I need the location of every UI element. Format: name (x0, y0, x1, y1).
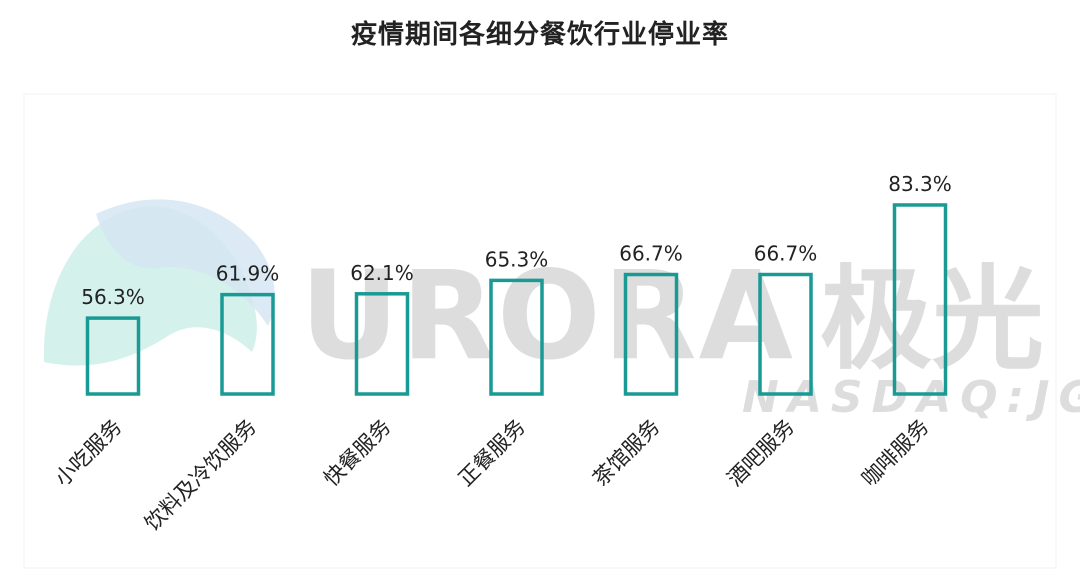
bar-7 (892, 203, 948, 396)
data-label-1: 56.3% (81, 285, 145, 309)
data-label-7: 83.3% (888, 172, 952, 196)
category-label-6: 酒吧服务 (723, 415, 799, 491)
data-label-2: 61.9% (216, 262, 280, 286)
bar-6 (758, 272, 813, 396)
bar-3 (354, 292, 410, 396)
chart-title: 疫情期间各细分餐饮行业停业率 (350, 20, 729, 50)
category-labels-layer: 小吃服务 饮料及冷饮服务 快餐服务 正餐服务 茶馆服务 酒吧服务 咖啡服务 (50, 415, 933, 536)
category-label-3: 快餐服务 (319, 415, 395, 491)
bar-5 (623, 272, 679, 396)
category-label-5: 茶馆服务 (588, 415, 664, 491)
bar-2 (220, 292, 275, 396)
bars-layer (85, 203, 948, 396)
watermark-brand-latin: URORA (300, 245, 795, 387)
category-label-1: 小吃服务 (50, 415, 126, 491)
data-label-4: 65.3% (485, 247, 549, 271)
data-label-3: 62.1% (350, 261, 414, 285)
data-label-6: 66.7% (754, 242, 818, 266)
bar-1 (85, 316, 141, 396)
category-label-2: 饮料及冷饮服务 (140, 415, 261, 536)
data-label-5: 66.7% (619, 242, 683, 266)
watermark-brand-cn: 极光 (820, 255, 1044, 385)
watermark-ticker: NASDAQ:JG (742, 372, 1080, 423)
value-labels-layer: 56.3% 61.9% 62.1% 65.3% 66.7% 66.7% 83.3% (81, 172, 952, 309)
category-label-7: 咖啡服务 (857, 415, 933, 491)
aurora-logo-icon (43, 199, 275, 366)
category-label-4: 正餐服务 (454, 415, 530, 491)
watermark: URORA 极光 NASDAQ:JG (43, 199, 1080, 423)
plot-frame (23, 93, 1057, 569)
bar-4 (489, 278, 544, 396)
